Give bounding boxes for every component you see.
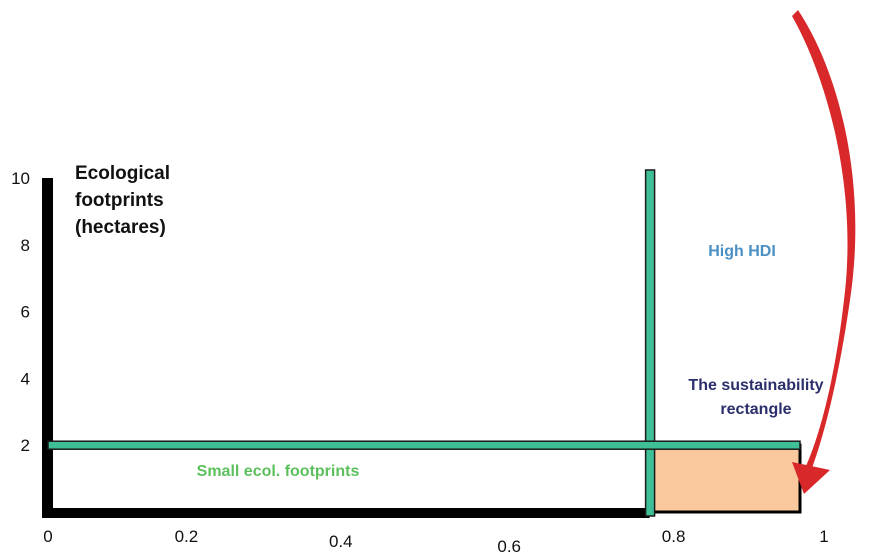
- x-tick-label: 0.4: [329, 532, 353, 551]
- small-footprints-annotation: Small ecol. footprints: [197, 463, 360, 480]
- hdi-threshold-line: [644, 169, 656, 517]
- sustainability-annotation-line: The sustainability: [688, 377, 823, 394]
- x-tick-label: 1: [819, 527, 828, 546]
- arrow-head: [792, 462, 830, 494]
- y-tick-label: 2: [21, 436, 30, 455]
- y-axis-label-line: footprints: [75, 190, 164, 211]
- y-tick-label: 10: [11, 169, 30, 188]
- y-tick-label: 8: [21, 236, 30, 255]
- y-axis: [42, 178, 53, 518]
- y-tick-label: 4: [21, 369, 30, 388]
- y-axis-label-line: Ecological: [75, 163, 170, 184]
- x-axis: [42, 508, 650, 518]
- y-axis-label: Ecological footprints (hectares): [75, 163, 175, 238]
- sustainability-rectangle: [649, 445, 800, 512]
- y-axis-label-line: (hectares): [75, 217, 166, 238]
- y-tick-labels: 2 4 6 8 10: [11, 169, 30, 455]
- sustainability-annotation-line: rectangle: [720, 401, 791, 418]
- y-tick-label: 6: [21, 303, 30, 322]
- x-tick-labels: 0 0.2 0.4 0.6 0.8 1: [43, 527, 828, 554]
- x-tick-label: 0.2: [175, 527, 199, 546]
- high-hdi-annotation: High HDI: [708, 243, 776, 260]
- x-tick-label: 0: [43, 527, 52, 546]
- x-tick-label: 0.8: [662, 527, 686, 546]
- x-tick-label: 0.6: [497, 537, 521, 554]
- footprint-threshold-line: [47, 440, 801, 450]
- curved-arrow: [792, 10, 856, 468]
